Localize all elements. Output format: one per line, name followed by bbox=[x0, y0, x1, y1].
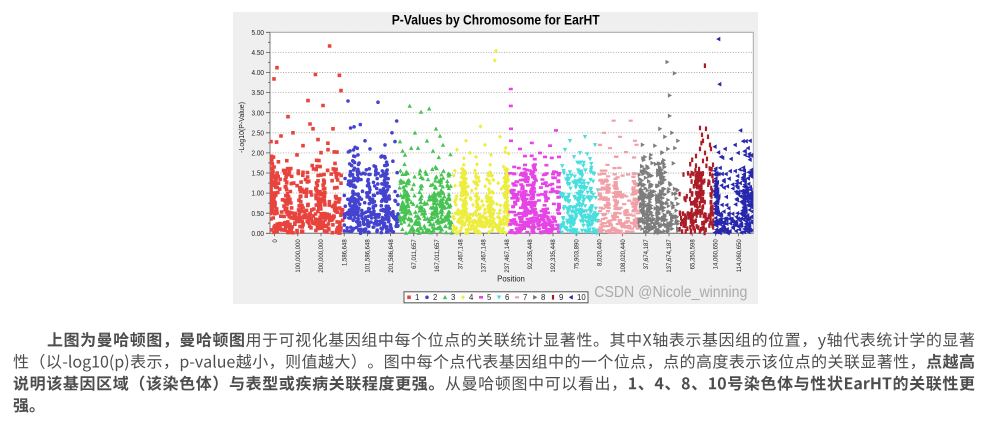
svg-text:1.50: 1.50 bbox=[252, 169, 265, 178]
svg-text:3.00: 3.00 bbox=[252, 108, 265, 117]
svg-text:4.50: 4.50 bbox=[252, 48, 265, 57]
svg-text:201,586,648: 201,586,648 bbox=[389, 239, 395, 273]
svg-text:P-Values by Chromosome for Ear: P-Values by Chromosome for EarHT bbox=[392, 13, 601, 28]
svg-text:0.50: 0.50 bbox=[252, 209, 265, 218]
svg-text:4.00: 4.00 bbox=[252, 68, 265, 77]
svg-text:5.00: 5.00 bbox=[252, 28, 265, 37]
svg-text:2.00: 2.00 bbox=[252, 149, 265, 158]
svg-text:Position: Position bbox=[497, 275, 525, 284]
svg-text:1: 1 bbox=[415, 293, 419, 302]
svg-text:8,020,440: 8,020,440 bbox=[598, 239, 604, 266]
svg-text:192,335,448: 192,335,448 bbox=[551, 239, 557, 273]
svg-text:100,000,000: 100,000,000 bbox=[296, 239, 302, 273]
svg-text:0.00: 0.00 bbox=[252, 229, 265, 238]
svg-text:137,467,148: 137,467,148 bbox=[482, 239, 488, 273]
svg-text:2: 2 bbox=[433, 293, 437, 302]
svg-text:-Log10(P-Value): -Log10(P-Value) bbox=[239, 102, 246, 153]
svg-text:67,011,657: 67,011,657 bbox=[412, 239, 418, 269]
svg-text:4: 4 bbox=[469, 293, 474, 302]
svg-text:75,903,890: 75,903,890 bbox=[574, 239, 580, 270]
svg-text:5: 5 bbox=[487, 293, 492, 302]
svg-text:CSDN @Nicole_winning: CSDN @Nicole_winning bbox=[594, 284, 747, 301]
svg-text:137,674,187: 137,674,187 bbox=[667, 239, 673, 273]
svg-text:108,020,440: 108,020,440 bbox=[621, 239, 627, 273]
svg-text:7: 7 bbox=[523, 293, 527, 302]
svg-text:14,060,650: 14,060,650 bbox=[714, 239, 720, 270]
svg-text:65,350,598: 65,350,598 bbox=[690, 239, 696, 270]
svg-text:9: 9 bbox=[559, 293, 563, 302]
svg-text:1,586,648: 1,586,648 bbox=[342, 239, 348, 266]
svg-text:2.50: 2.50 bbox=[252, 128, 265, 137]
svg-text:92,335,448: 92,335,448 bbox=[528, 239, 534, 270]
svg-text:37,467,148: 37,467,148 bbox=[458, 239, 464, 270]
svg-text:3.50: 3.50 bbox=[252, 88, 265, 97]
svg-text:167,011,657: 167,011,657 bbox=[435, 239, 441, 273]
svg-text:3: 3 bbox=[451, 293, 455, 302]
svg-text:237,467,148: 237,467,148 bbox=[505, 239, 511, 273]
svg-text:8: 8 bbox=[541, 293, 545, 302]
svg-text:6: 6 bbox=[505, 293, 509, 302]
svg-text:0: 0 bbox=[273, 239, 279, 243]
svg-text:37,674,187: 37,674,187 bbox=[644, 239, 650, 270]
svg-text:10: 10 bbox=[577, 293, 586, 302]
svg-text:1.00: 1.00 bbox=[252, 189, 265, 198]
svg-text:200,000,000: 200,000,000 bbox=[319, 239, 325, 273]
svg-text:101,586,648: 101,586,648 bbox=[366, 239, 372, 273]
svg-text:114,060,650: 114,060,650 bbox=[737, 239, 743, 273]
